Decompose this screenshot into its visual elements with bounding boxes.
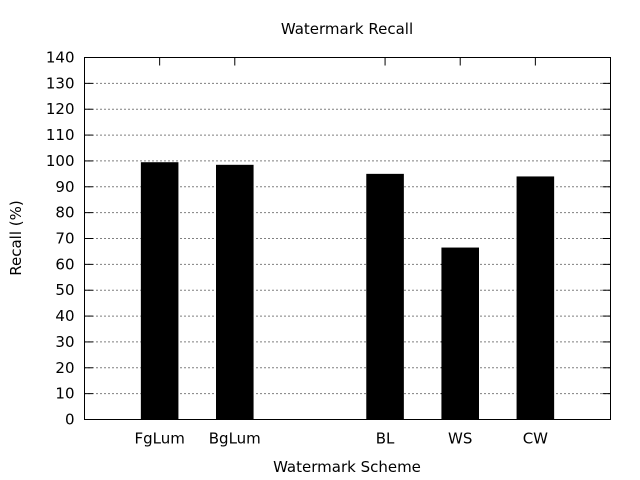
y-tick-label: 40 <box>55 307 74 325</box>
x-tick-label: WS <box>448 430 472 448</box>
y-axis-label: Recall (%) <box>7 200 25 275</box>
y-tick-label: 140 <box>46 49 75 67</box>
x-axis-label: Watermark Scheme <box>273 458 421 476</box>
axis-ticks <box>84 57 611 420</box>
bar-ws <box>441 247 479 420</box>
y-tick-label: 130 <box>46 74 75 92</box>
y-tick-label: 30 <box>55 333 74 351</box>
x-tick-label: BgLum <box>209 430 261 448</box>
x-tick-label: BL <box>376 430 395 448</box>
y-tick-label: 10 <box>55 385 74 403</box>
bar-bglum <box>216 164 254 420</box>
y-tick-label: 90 <box>55 178 74 196</box>
x-tick-label: CW <box>523 430 548 448</box>
bars <box>140 162 555 420</box>
y-tick-label: 100 <box>46 152 75 170</box>
y-tick-label: 0 <box>65 411 75 429</box>
x-tick-label: FgLum <box>134 430 184 448</box>
y-tick-label: 50 <box>55 281 74 299</box>
y-tick-label: 60 <box>55 255 74 273</box>
bar-cw <box>516 176 555 420</box>
y-tick-label: 70 <box>55 230 74 248</box>
y-tick-label: 20 <box>55 359 74 377</box>
y-tick-label: 110 <box>46 126 75 144</box>
y-tick-label: 120 <box>46 100 75 118</box>
y-tick-label: 80 <box>55 204 74 222</box>
tick-labels: 0 10 20 30 40 50 60 70 80 90 100 110 120 130 140 FgLum B… <box>46 49 548 448</box>
chart-title: Watermark Recall <box>281 20 413 38</box>
bar-bl <box>366 173 404 420</box>
bar-fglum <box>140 162 179 420</box>
